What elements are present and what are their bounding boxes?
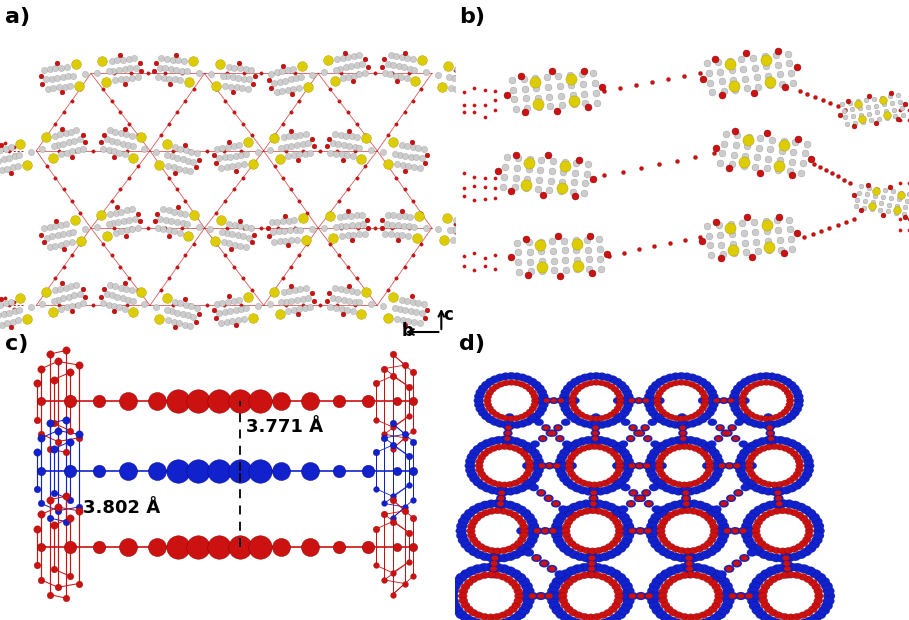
Text: 3.802 Å: 3.802 Å <box>83 498 160 516</box>
Text: c): c) <box>5 334 28 355</box>
Text: c: c <box>444 306 453 324</box>
Text: d): d) <box>459 334 485 355</box>
Text: b: b <box>401 322 413 340</box>
Text: b): b) <box>459 7 485 27</box>
Text: 3.771 Å: 3.771 Å <box>245 418 323 436</box>
Text: a): a) <box>5 7 30 27</box>
